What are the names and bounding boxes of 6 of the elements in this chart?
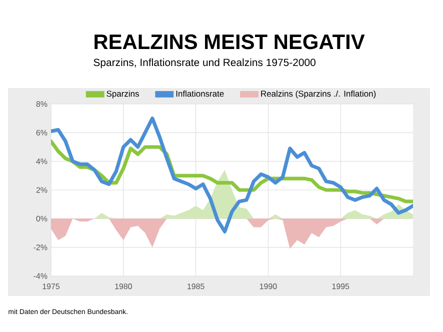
chart-title: REALZINS MEIST NEGATIV xyxy=(94,34,365,50)
line-series xyxy=(51,116,414,234)
legend-label: Sparzins xyxy=(106,90,139,98)
legend-label: Inflationsrate xyxy=(176,90,224,97)
chart-subtitle: Sparzins, Inflationsrate und Realzins 1975-2000 xyxy=(94,58,316,68)
legend-label: Realzins (Sparzins ./. Inflation) xyxy=(261,90,376,98)
